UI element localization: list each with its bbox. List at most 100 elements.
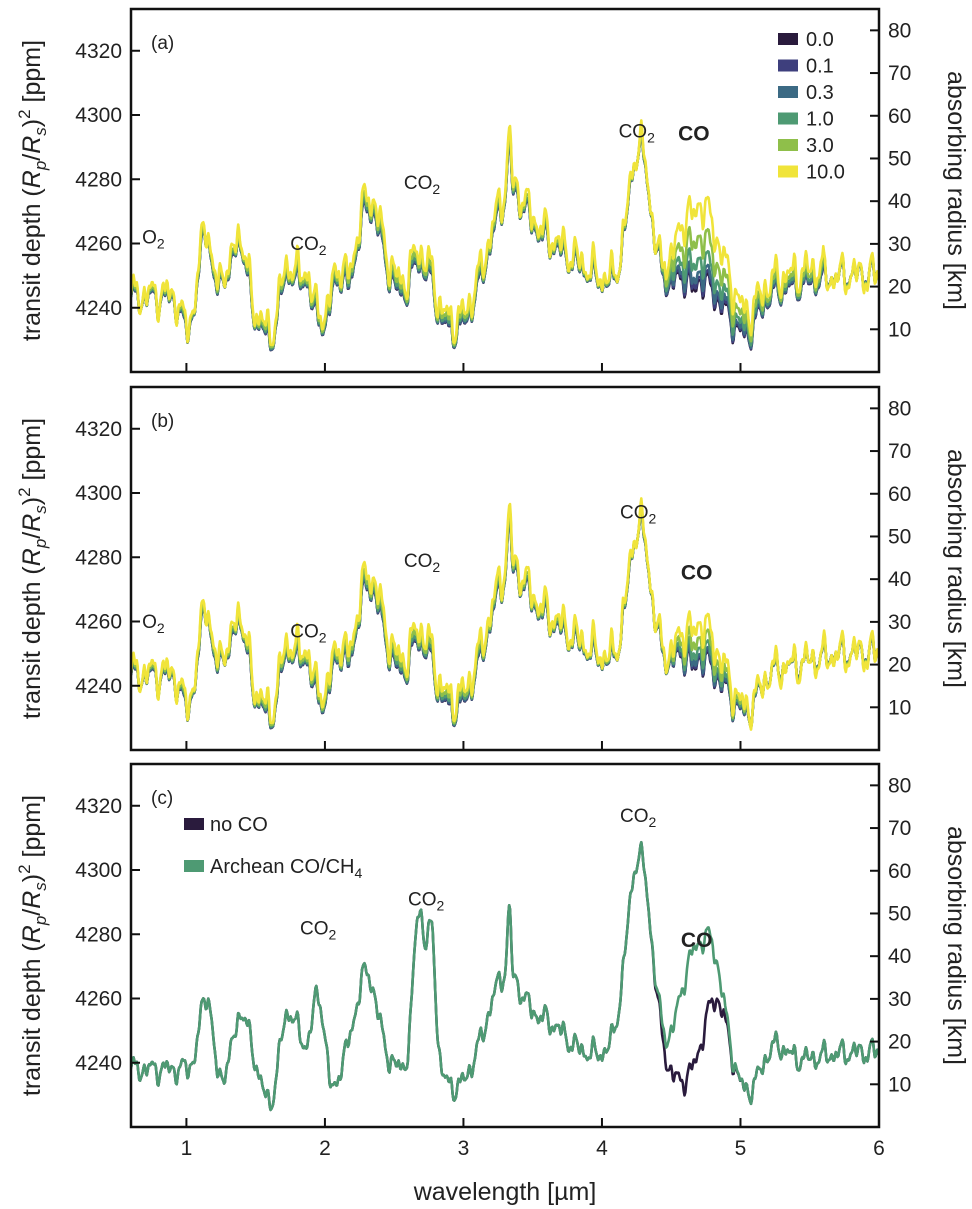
legend-label: Archean CO/CH4 [210,856,363,881]
x-tick-label: 1 [181,1137,193,1160]
series-line-10-0 [131,497,879,731]
annotation-co2: CO2 [408,889,445,913]
annotation-co2: CO2 [620,806,657,830]
legend: 0.0 0.1 0.3 1.0 3.0 10.0 [778,29,845,184]
panel-a: 4240 4260 4280 4300 4320 10 20 30 40 50 60 70 80 (a) t… [15,7,970,374]
y2-tick-label: 20 [888,654,911,677]
annotation-co2: CO2 [404,551,441,575]
annotation-co2: CO2 [290,622,327,646]
panel-label: (c) [151,788,173,809]
y2-tick-label: 20 [888,1031,911,1054]
series-line-0-3 [131,506,879,729]
y-tick-label: 4300 [75,859,122,882]
annotation-co2: CO2 [620,503,657,527]
y2-tick-label: 80 [888,397,911,420]
legend-label: 0.1 [806,56,834,78]
y2-tick-label: 10 [888,1073,911,1096]
y2-tick-label: 20 [888,276,911,299]
panel-b: 4240 4260 4280 4300 4320 10 20 30 40 50 60 70 80 (b) t… [15,385,970,752]
series-line-archean-co-ch [131,840,879,1112]
x-tick-label: 5 [735,1137,747,1160]
x-tick-label: 2 [319,1137,331,1160]
legend-swatch [778,59,798,72]
legend-label: 0.0 [806,29,834,51]
x-axis-title: wavelength [µm] [413,1178,597,1206]
y-tick-label: 4320 [75,795,122,818]
y-tick-label: 4280 [75,546,122,569]
series-line-0-1 [131,129,879,352]
legend-swatch [778,33,798,45]
series-line-1-0 [131,126,879,350]
x-tick-label: 3 [458,1137,470,1160]
y2-tick-label: 80 [888,19,911,42]
y2-tick-label: 30 [888,233,911,256]
y2-tick-label: 10 [888,696,911,719]
y-tick-label: 4280 [75,168,122,191]
annotation-co: CO [681,929,713,952]
legend-swatch [778,112,798,125]
plot-frame [129,762,881,1129]
panel-label: (b) [151,411,174,432]
y2-axis-title: absorbing radius [km] [942,826,970,1065]
y2-tick-label: 80 [888,774,911,797]
legend: no CO Archean CO/CH4 [184,814,363,881]
y-axis-title: transit depth (Rp/Rs)2 [ppm] [15,418,50,719]
series-line-0-3 [131,128,879,351]
annotation-o2: O2 [142,612,165,636]
y2-tick-label: 60 [888,105,911,128]
y2-tick-label: 40 [888,190,911,213]
annotation-co: CO [678,123,710,146]
series-group [131,840,879,1112]
y-axis-title: transit depth (Rp/Rs)2 [ppm] [15,40,50,341]
annotation-o2: O2 [142,228,165,252]
y-tick-label: 4240 [75,675,122,698]
legend-swatch [778,86,798,98]
legend-label: no CO [210,814,268,836]
plot-frame [129,385,881,752]
x-tick-label: 6 [873,1137,885,1160]
y2-axis-title: absorbing radius [km] [942,71,970,310]
y-tick-label: 4300 [75,482,122,505]
annotation-co2: CO2 [404,173,441,197]
series-line-0-1 [131,507,879,730]
panel-label: (a) [151,33,174,54]
y-tick-label: 4320 [75,418,122,441]
y2-tick-label: 10 [888,318,911,341]
series-line-3-0 [131,501,879,730]
y2-tick-label: 30 [888,988,911,1011]
series-line-3-0 [131,123,879,349]
legend-swatch [184,818,204,830]
y2-tick-label: 70 [888,440,911,463]
legend-swatch [184,860,204,872]
series-group [131,119,879,352]
legend-swatch [778,165,798,178]
x-axis-title-group: wavelength [µm] [413,1178,597,1206]
series-line-0-0 [131,129,879,352]
y-tick-label: 4260 [75,611,122,634]
y2-tick-label: 40 [888,945,911,968]
y2-tick-label: 70 [888,62,911,85]
annotation-co2: CO2 [290,234,327,258]
annotation-co2: CO2 [619,121,656,145]
y2-tick-label: 70 [888,817,911,840]
y-axis-title: transit depth (Rp/Rs)2 [ppm] [15,795,50,1096]
x-tick-label: 4 [596,1137,608,1160]
plot-frame [129,7,881,374]
annotation-co2: CO2 [300,918,337,942]
y2-axis-title: absorbing radius [km] [942,449,970,688]
series-line-0-0 [131,507,879,730]
y2-tick-label: 60 [888,483,911,506]
legend-label: 10.0 [806,162,845,184]
y2-tick-label: 60 [888,860,911,883]
y2-tick-label: 40 [888,568,911,591]
series-group [131,497,879,731]
y-tick-label: 4240 [75,1052,122,1075]
series-line-10-0 [131,119,879,347]
series-line-1-0 [131,504,879,730]
y2-tick-label: 50 [888,525,911,548]
y-tick-label: 4260 [75,988,122,1011]
y-tick-label: 4260 [75,233,122,256]
legend-label: 0.3 [806,82,834,104]
legend-label: 1.0 [806,109,834,131]
y2-tick-label: 30 [888,611,911,634]
